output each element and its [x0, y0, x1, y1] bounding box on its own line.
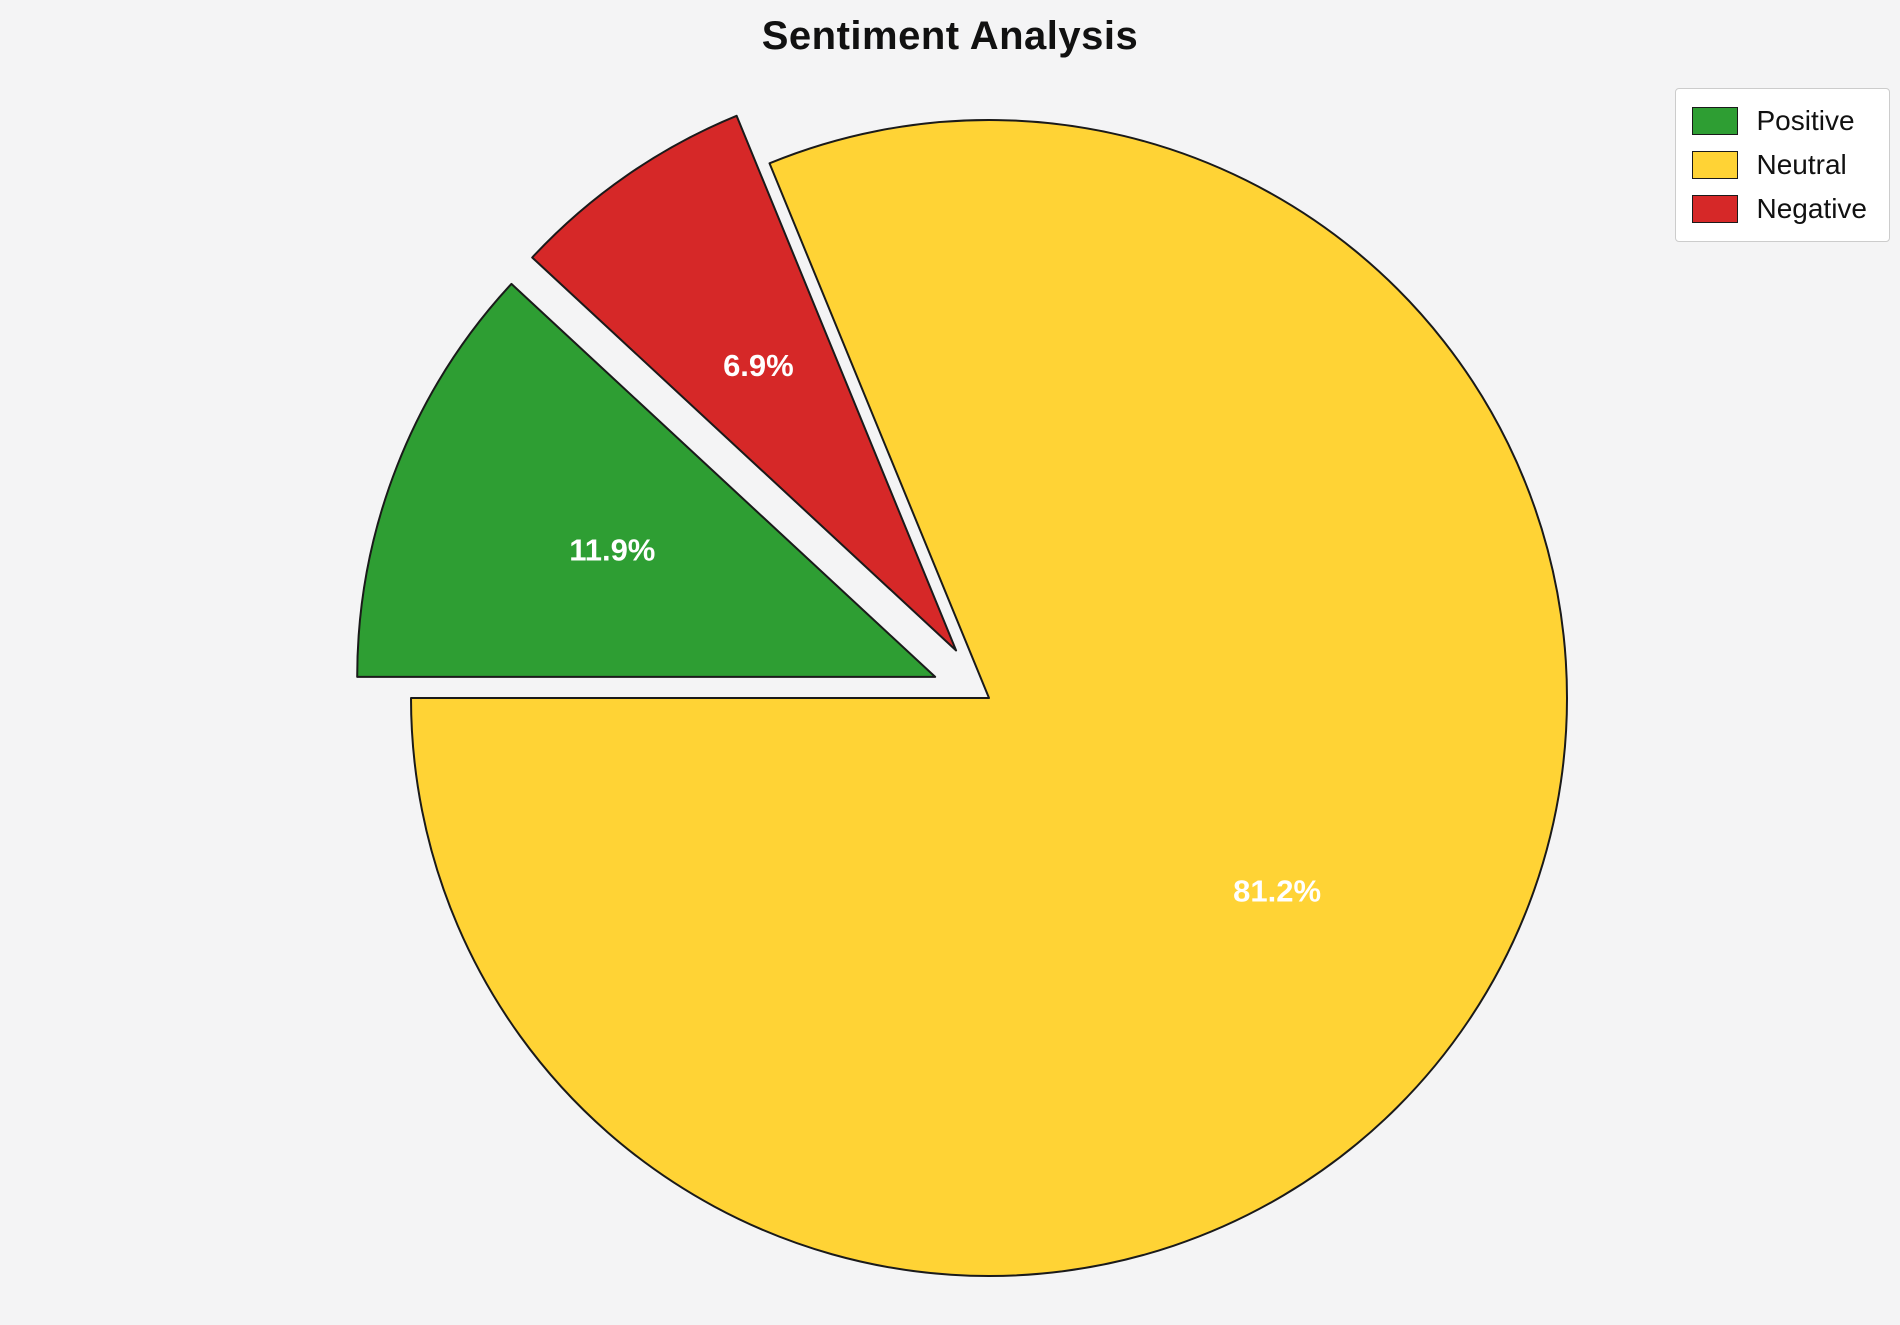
chart-title: Sentiment Analysis	[761, 14, 1139, 58]
legend-item-negative: Negative	[1692, 195, 1867, 223]
slice-percent-label-neutral: 81.2%	[1233, 874, 1321, 909]
legend: Positive Neutral Negative	[1675, 88, 1890, 242]
legend-swatch-negative	[1692, 195, 1739, 223]
slice-percent-label-negative: 6.9%	[723, 348, 794, 383]
slice-percent-label-positive: 11.9%	[569, 533, 655, 568]
legend-label-negative: Negative	[1756, 193, 1867, 224]
legend-label-positive: Positive	[1756, 105, 1855, 136]
legend-label-neutral: Neutral	[1756, 149, 1847, 180]
legend-item-neutral: Neutral	[1692, 151, 1867, 179]
pie-slice-negative	[531, 114, 958, 652]
legend-swatch-neutral	[1692, 151, 1739, 179]
pie-slice-neutral	[410, 119, 1568, 1277]
legend-swatch-positive	[1692, 107, 1739, 135]
legend-item-positive: Positive	[1692, 107, 1867, 135]
pie-slice-positive	[356, 282, 937, 678]
